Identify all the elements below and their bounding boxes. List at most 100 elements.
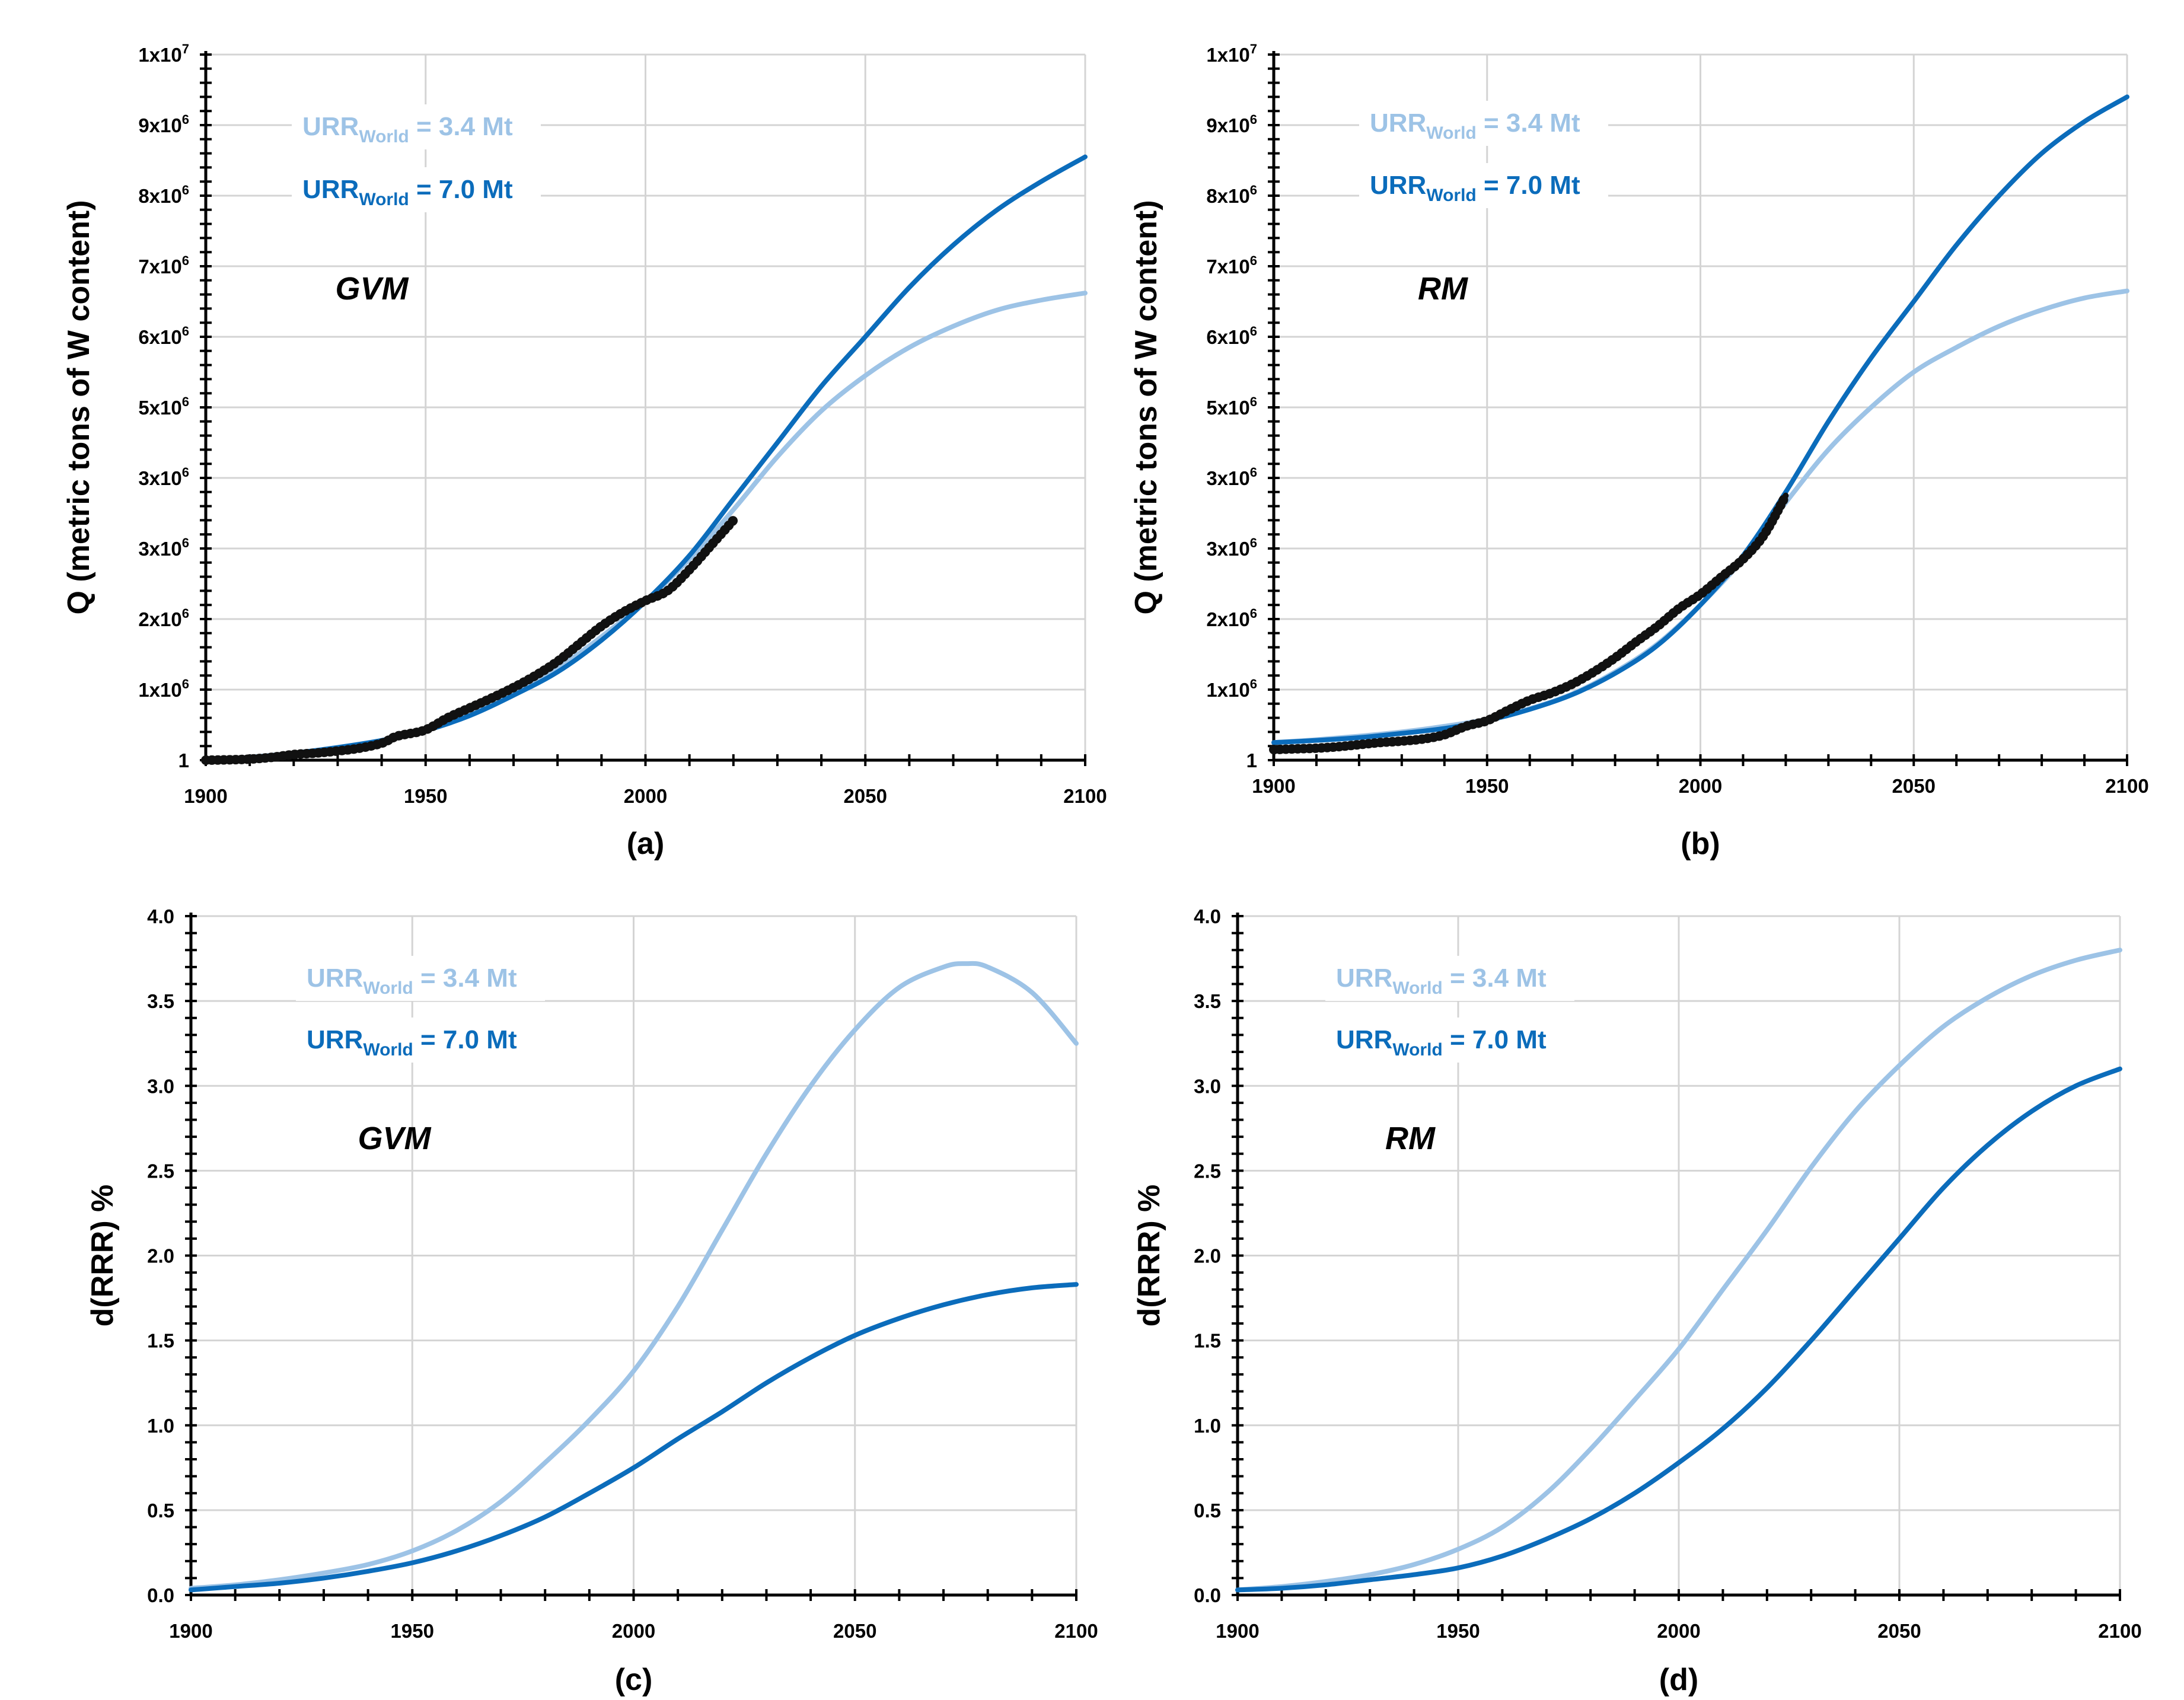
panel-label: (b) bbox=[1681, 827, 1720, 861]
y-tick-label: 2.5 bbox=[147, 1160, 174, 1182]
legend-entry-light: URRWorld = 3.4 Mt bbox=[307, 964, 517, 998]
x-tick-label: 2100 bbox=[2105, 775, 2148, 797]
x-tick-label: 1900 bbox=[184, 785, 227, 807]
method-label: GVM bbox=[335, 271, 409, 307]
y-tick-label: 1x107 bbox=[1206, 42, 1257, 66]
x-tick-label: 2050 bbox=[833, 1620, 876, 1642]
legend-entry-dark: URRWorld = 7.0 Mt bbox=[302, 175, 513, 209]
y-tick-label: 1x107 bbox=[138, 42, 189, 66]
x-tick-label: 2000 bbox=[612, 1620, 655, 1642]
y-tick-label: 3x106 bbox=[1206, 535, 1257, 560]
x-tick-label: 2050 bbox=[844, 785, 887, 807]
x-tick-label: 2050 bbox=[1892, 775, 1936, 797]
y-tick-label: 1x106 bbox=[1206, 677, 1257, 701]
y-tick-label: 1x106 bbox=[138, 677, 189, 701]
panel-label: (d) bbox=[1659, 1663, 1698, 1697]
y-tick-label: 9x106 bbox=[138, 112, 189, 136]
legend-entry-dark: URRWorld = 7.0 Mt bbox=[1336, 1025, 1547, 1060]
y-axis-label: d(RRR) % bbox=[85, 1185, 120, 1327]
legend-backdrop bbox=[292, 104, 541, 149]
legend-entry-dark: URRWorld = 7.0 Mt bbox=[307, 1025, 517, 1060]
y-tick-label: 1.0 bbox=[1194, 1415, 1221, 1437]
series-line-history-core bbox=[203, 517, 736, 763]
x-tick-label: 2100 bbox=[1054, 1620, 1098, 1642]
y-tick-label: 3x106 bbox=[1206, 465, 1257, 489]
y-tick-label: 1.5 bbox=[147, 1330, 174, 1352]
y-tick-label: 0.5 bbox=[147, 1500, 174, 1522]
y-tick-label: 7x106 bbox=[1206, 253, 1257, 278]
y-tick-label: 5x106 bbox=[138, 394, 189, 419]
series-line-light bbox=[1235, 948, 2122, 1593]
y-tick-label: 2.0 bbox=[1194, 1245, 1221, 1267]
chart-panel-d: 1900 1950 2000 2050 2100 0.0 0.5 1.0 1.5 2.0 2.5 3.… bbox=[1132, 905, 2142, 1697]
x-tick-label: 2100 bbox=[1063, 785, 1107, 807]
chart-panel-a: 1900 1950 2000 2050 2100 1 1x106 2x106 3x106 3x10… bbox=[62, 42, 1107, 861]
y-axis-label: d(RRR) % bbox=[1132, 1185, 1166, 1327]
x-tick-label: 2000 bbox=[624, 785, 667, 807]
y-tick-label: 2.0 bbox=[147, 1245, 174, 1267]
y-tick-label: 9x106 bbox=[1206, 112, 1257, 136]
y-tick-label: 1 bbox=[178, 749, 189, 771]
y-tick-label: 2.5 bbox=[1194, 1160, 1221, 1182]
y-tick-label: 4.0 bbox=[147, 905, 174, 927]
y-tick-label: 2x106 bbox=[138, 606, 189, 630]
series-line-dark bbox=[189, 1282, 1079, 1593]
y-tick-label: 3x106 bbox=[138, 465, 189, 489]
chart-panel-c: 1900 1950 2000 2050 2100 0.0 0.5 1.0 1.5 2.0 2.5 3.… bbox=[85, 905, 1098, 1697]
series-line-dark bbox=[1235, 1066, 2122, 1593]
y-tick-label: 8x106 bbox=[138, 183, 189, 207]
legend-backdrop bbox=[296, 1018, 545, 1063]
x-tick-label: 1900 bbox=[169, 1620, 212, 1642]
y-tick-label: 2x106 bbox=[1206, 606, 1257, 630]
legend-backdrop bbox=[1325, 1018, 1574, 1063]
x-tick-label: 1950 bbox=[1436, 1620, 1480, 1642]
x-tick-label: 1950 bbox=[1465, 775, 1509, 797]
chart-panel-b: 1900 1950 2000 2050 2100 1 1x106 2x106 3x106 3x10… bbox=[1129, 42, 2149, 861]
series-line-history bbox=[201, 515, 738, 765]
series-line-light bbox=[189, 961, 1079, 1591]
y-axis-label: Q (metric tons of W content) bbox=[62, 200, 96, 614]
y-tick-label: 3x106 bbox=[138, 535, 189, 560]
x-tick-label: 1950 bbox=[391, 1620, 434, 1642]
legend-backdrop bbox=[1325, 956, 1574, 1001]
x-tick-label: 2000 bbox=[1679, 775, 1722, 797]
y-tick-label: 1 bbox=[1246, 749, 1257, 771]
method-label: RM bbox=[1418, 271, 1468, 307]
y-tick-label: 6x106 bbox=[138, 324, 189, 348]
y-tick-label: 3.0 bbox=[1194, 1075, 1221, 1097]
y-tick-label: 1.0 bbox=[147, 1415, 174, 1437]
y-tick-label: 3.5 bbox=[1194, 990, 1221, 1012]
x-tick-label: 1900 bbox=[1252, 775, 1295, 797]
panel-label: (a) bbox=[627, 827, 665, 861]
y-tick-label: 0.0 bbox=[1194, 1584, 1221, 1606]
y-tick-label: 8x106 bbox=[1206, 183, 1257, 207]
series-line-history-core bbox=[1271, 492, 1789, 753]
y-tick-label: 1.5 bbox=[1194, 1330, 1221, 1352]
legend-entry-light: URRWorld = 3.4 Mt bbox=[1336, 964, 1547, 998]
method-label: GVM bbox=[358, 1121, 431, 1156]
legend-entry-light: URRWorld = 3.4 Mt bbox=[302, 112, 513, 146]
x-tick-label: 1900 bbox=[1216, 1620, 1259, 1642]
legend-backdrop bbox=[296, 956, 545, 1001]
legend-backdrop bbox=[1359, 163, 1608, 208]
method-label: RM bbox=[1385, 1121, 1436, 1156]
y-tick-label: 6x106 bbox=[1206, 324, 1257, 348]
panel-label: (c) bbox=[615, 1663, 653, 1697]
x-tick-label: 2100 bbox=[2098, 1620, 2141, 1642]
legend-backdrop bbox=[1359, 101, 1608, 146]
legend-entry-dark: URRWorld = 7.0 Mt bbox=[1370, 171, 1580, 205]
x-tick-label: 2000 bbox=[1657, 1620, 1700, 1642]
y-tick-label: 0.0 bbox=[147, 1584, 174, 1606]
y-tick-label: 3.0 bbox=[147, 1075, 174, 1097]
legend-entry-light: URRWorld = 3.4 Mt bbox=[1370, 109, 1580, 143]
y-tick-label: 4.0 bbox=[1194, 905, 1221, 927]
y-axis-label: Q (metric tons of W content) bbox=[1129, 200, 1163, 614]
x-tick-label: 1950 bbox=[404, 785, 447, 807]
legend-backdrop bbox=[292, 167, 541, 212]
x-tick-label: 2050 bbox=[1877, 1620, 1921, 1642]
y-tick-label: 7x106 bbox=[138, 253, 189, 278]
y-tick-label: 3.5 bbox=[147, 990, 174, 1012]
y-tick-label: 0.5 bbox=[1194, 1500, 1221, 1522]
y-tick-label: 5x106 bbox=[1206, 394, 1257, 419]
